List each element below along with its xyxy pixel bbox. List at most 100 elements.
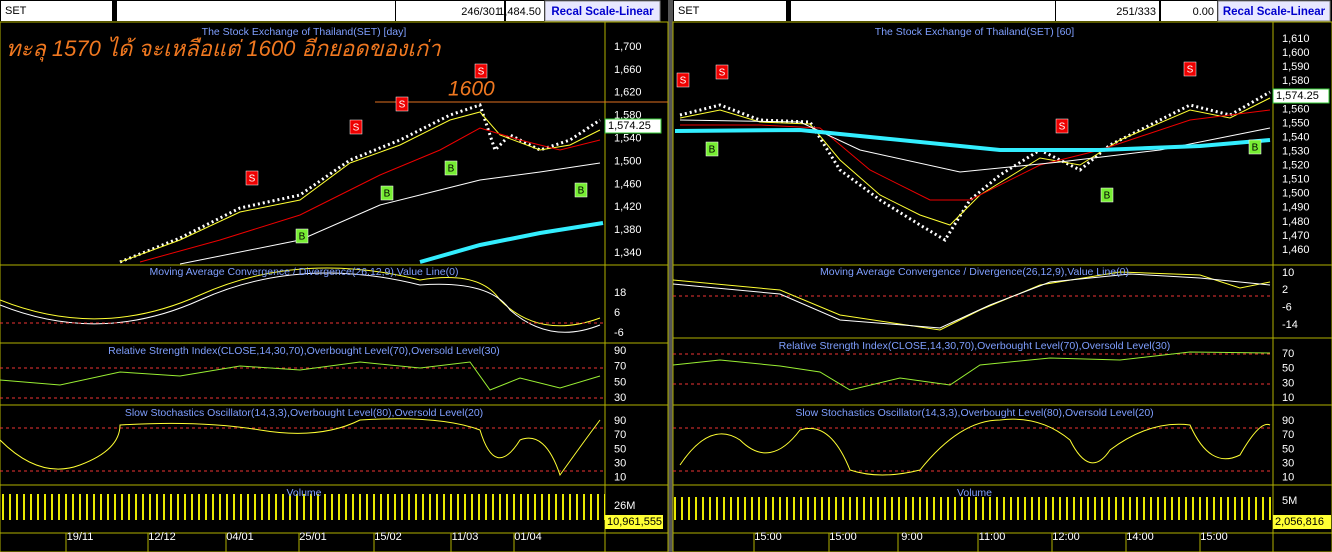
price-title: The Stock Exchange of Thailand(SET) [60] — [875, 26, 1074, 38]
signal-label: S — [1187, 65, 1194, 76]
signal-label: B — [709, 145, 716, 156]
signal-marker — [395, 96, 409, 112]
macd-tick: 2 — [1282, 284, 1288, 296]
volume-tick: 26M — [614, 500, 635, 512]
stoch-tick: 90 — [614, 415, 626, 427]
recal-button[interactable] — [544, 0, 661, 22]
price-tick: 1,480 — [1282, 216, 1310, 228]
price-tick: 1,420 — [614, 201, 642, 213]
time-label: 11:00 — [979, 531, 1006, 543]
price-tick: 1,510 — [1282, 174, 1310, 186]
price-tick: 1,340 — [614, 247, 642, 259]
stoch-tick: 50 — [1282, 443, 1294, 455]
signal-label: S — [1059, 122, 1066, 133]
price-tick: 1,520 — [1282, 160, 1310, 172]
signal-label: S — [249, 174, 256, 185]
info-box — [117, 1, 395, 21]
signal-label: B — [1252, 143, 1259, 154]
last-price-box — [604, 118, 662, 134]
signal-label: S — [399, 100, 406, 111]
signal-marker — [1248, 139, 1262, 155]
price-tick: 1,500 — [614, 155, 642, 167]
time-label: 12:00 — [1052, 531, 1080, 543]
rsi-tick: 70 — [614, 361, 626, 373]
position: 251/333 — [1116, 6, 1156, 18]
signal-marker — [1055, 118, 1069, 134]
last-price: 1,574.25 — [1276, 90, 1319, 102]
last-volume-box — [605, 515, 663, 529]
volume-tick: 5M — [1282, 495, 1297, 507]
rsi-tick: 90 — [614, 345, 626, 357]
price-tick: 1,590 — [1282, 61, 1310, 73]
macd-tick: -6 — [1282, 302, 1292, 314]
signal-marker — [676, 72, 690, 88]
stoch-tick: 70 — [1282, 429, 1294, 441]
symbol: SET — [5, 5, 27, 17]
signal-label: S — [478, 67, 485, 78]
splitter[interactable] — [668, 0, 673, 552]
value-box — [506, 1, 544, 21]
price-tick: 1,460 — [614, 178, 642, 190]
signal-marker — [574, 182, 588, 198]
value: 0.00 — [1193, 6, 1214, 18]
price-tick: 1,700 — [614, 41, 642, 53]
time-label: 14:00 — [1126, 531, 1154, 543]
price-title: The Stock Exchange of Thailand(SET) [day… — [202, 26, 407, 38]
symbol-box[interactable] — [674, 1, 786, 21]
time-label: 9:00 — [901, 531, 922, 543]
stoch-tick: 10 — [1282, 472, 1294, 484]
macd-tick: 10 — [1282, 267, 1294, 279]
time-label: 15:00 — [754, 531, 782, 543]
signal-marker — [295, 228, 309, 244]
time-label: 15/02 — [374, 531, 402, 543]
price-tick: 1,470 — [1282, 230, 1310, 242]
signal-marker — [715, 64, 729, 80]
rsi-tick: 10 — [1282, 392, 1294, 404]
stoch-tick: 10 — [614, 472, 626, 484]
price-tick: 1,560 — [1282, 103, 1310, 115]
signal-marker — [705, 141, 719, 157]
price-tick: 1,460 — [1282, 244, 1310, 256]
signal-marker — [444, 160, 458, 176]
right-decor — [672, 21, 1332, 552]
price-tick: 1,600 — [1282, 47, 1310, 59]
stoch-tick: 50 — [614, 443, 626, 455]
signal-label: B — [299, 232, 306, 243]
symbol-box[interactable] — [1, 1, 112, 21]
rsi-tick: 70 — [1282, 348, 1294, 360]
price-tick: 1,610 — [1282, 33, 1310, 45]
time-label: 15:00 — [829, 531, 857, 543]
position-box — [1056, 1, 1159, 21]
left-decor — [0, 21, 669, 552]
rsi-title: Relative Strength Index(CLOSE,14,30,70),… — [108, 345, 500, 357]
macd-title: Moving Average Convergence / Divergence(… — [820, 266, 1129, 278]
signal-label: S — [680, 76, 687, 87]
price-tick: 1,540 — [1282, 131, 1310, 143]
last-volume-box — [1273, 515, 1331, 529]
position-box — [396, 1, 504, 21]
last-price: 1,574.25 — [608, 120, 651, 132]
macd-tick: -6 — [614, 327, 624, 339]
macd-title: Moving Average Convergence / Divergence(… — [150, 266, 459, 278]
stoch-tick: 70 — [614, 429, 626, 441]
last-price-box — [1272, 88, 1330, 104]
signal-label: S — [719, 68, 726, 79]
price-tick: 1,550 — [1282, 117, 1310, 129]
time-label: 12/12 — [148, 531, 176, 543]
price-tick: 1,540 — [614, 133, 642, 145]
last-volume: 10,961,555 — [607, 516, 662, 528]
time-label: 15:00 — [1200, 531, 1228, 543]
time-label: 01/04 — [514, 531, 542, 543]
stoch-tick: 30 — [1282, 458, 1294, 470]
price-tick: 1,490 — [1282, 202, 1310, 214]
recal-button-label: Recal Scale-Linear — [551, 6, 654, 18]
position: 246/301 — [461, 6, 501, 18]
rsi-title: Relative Strength Index(CLOSE,14,30,70),… — [779, 340, 1171, 352]
value-box — [1161, 1, 1217, 21]
price-tick: 1,500 — [1282, 188, 1310, 200]
signal-marker — [245, 170, 259, 186]
time-label: 11/03 — [452, 531, 479, 543]
signal-label: B — [1104, 191, 1111, 202]
recal-button[interactable] — [1217, 0, 1331, 22]
